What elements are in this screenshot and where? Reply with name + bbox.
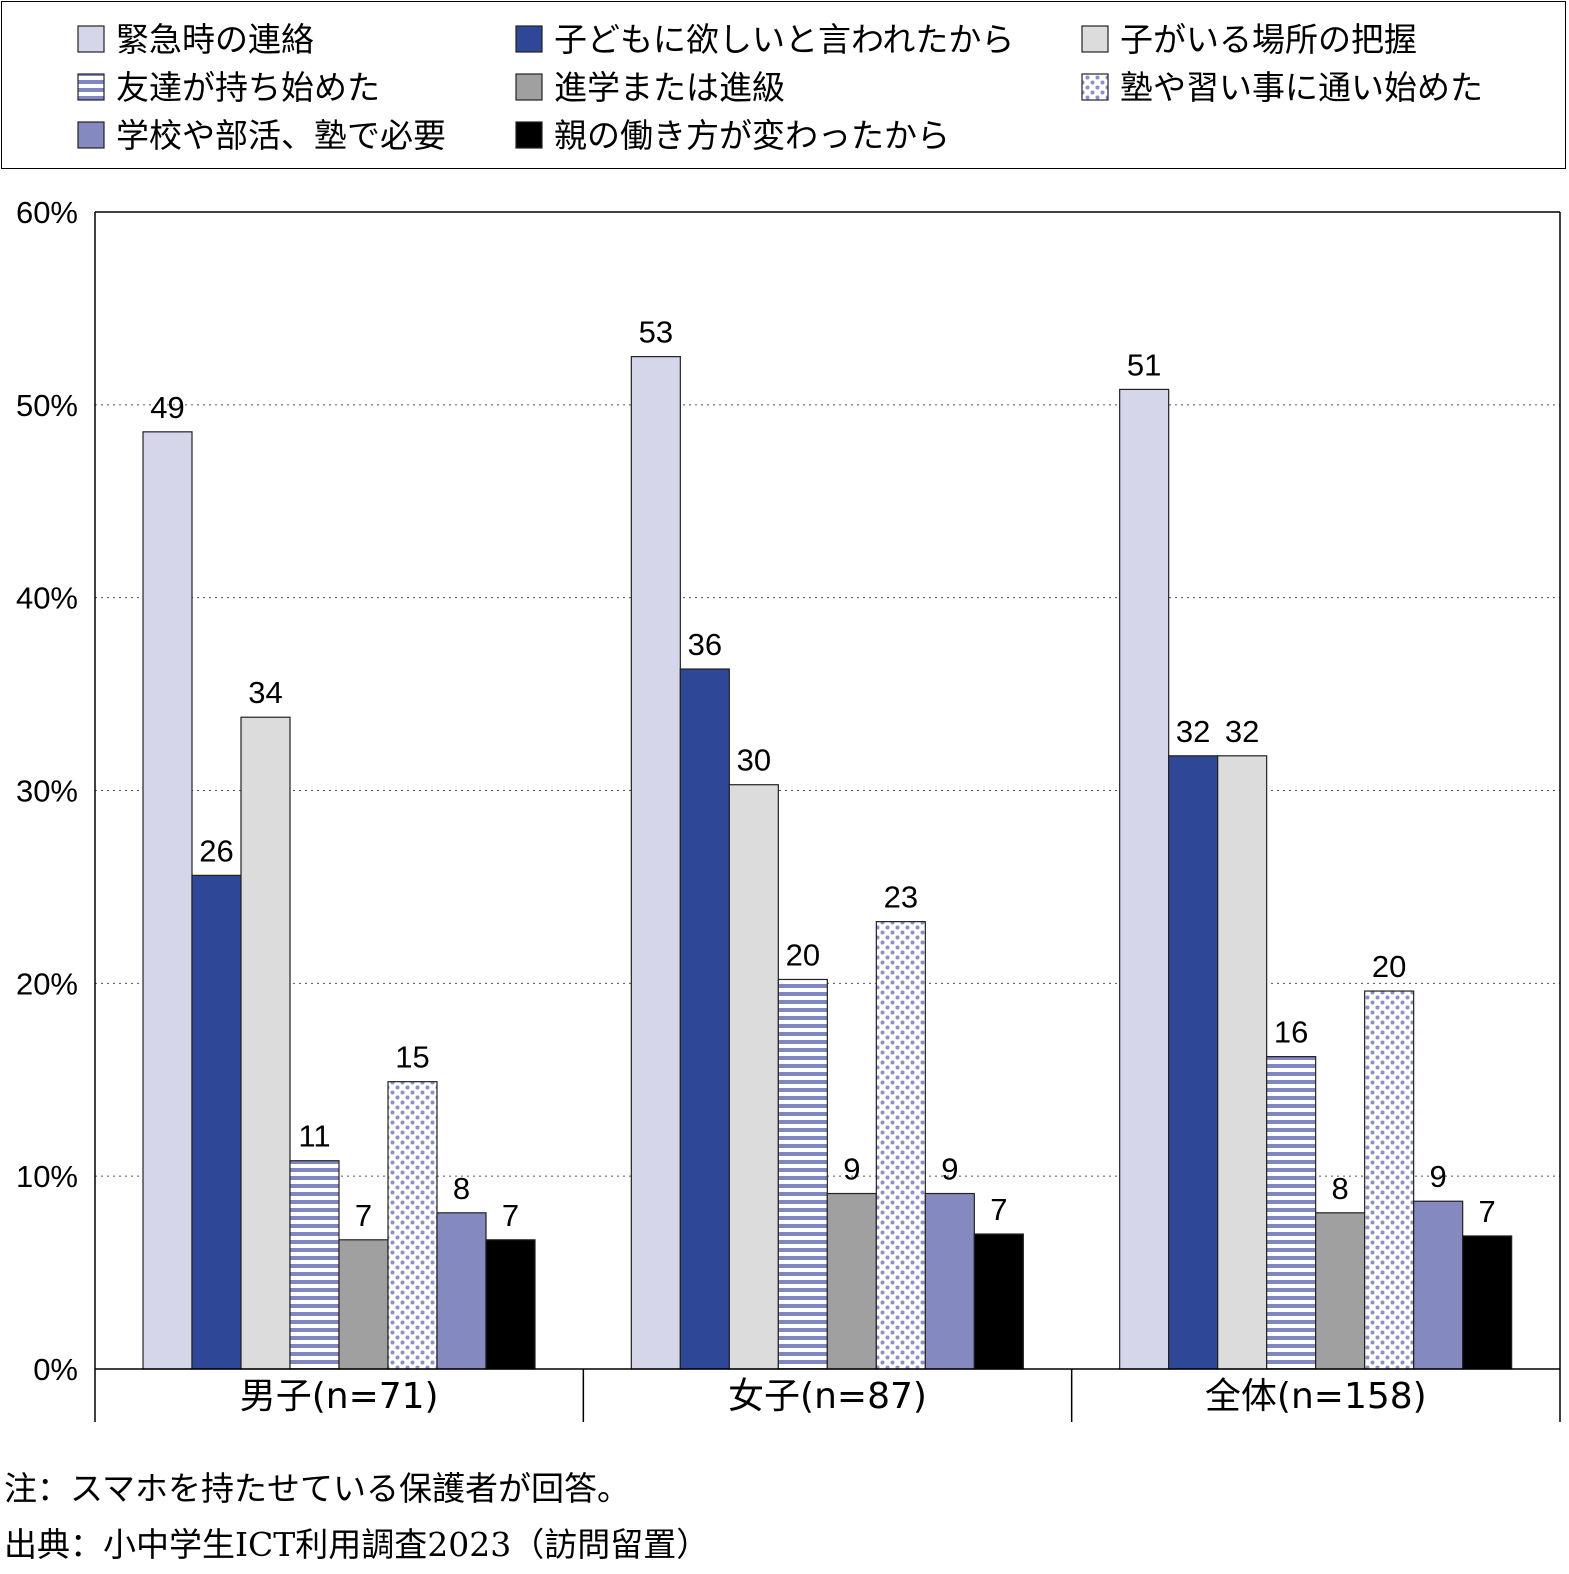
legend-swatch [515, 25, 543, 53]
data-label: 7 [990, 1192, 1007, 1227]
legend-box [1, 1, 1566, 169]
bar [485, 1239, 536, 1370]
bar [1315, 1212, 1366, 1370]
x-category-label: 女子(n=87) [728, 1376, 927, 1417]
bar [777, 978, 828, 1370]
bar [1266, 1056, 1317, 1370]
x-category-label: 男子(n=71) [240, 1376, 439, 1417]
bar [875, 921, 926, 1370]
legend-swatch [515, 121, 543, 149]
legend-swatch [77, 121, 105, 149]
bar [338, 1239, 389, 1370]
bar [630, 356, 681, 1370]
y-tick-label: 10% [16, 1159, 78, 1194]
legend-label: 親の働き方が変わったから [554, 116, 950, 155]
y-tick-label: 30% [16, 774, 78, 809]
bar [191, 874, 242, 1370]
bar [240, 716, 291, 1370]
axes: 0% 10% 20% 30% 40% 50% 60% 男子(n=71) 女子(n=87) 全体(n… [16, 195, 1561, 1422]
bar [973, 1233, 1024, 1370]
data-label: 32 [1225, 714, 1259, 749]
data-label: 7 [355, 1198, 372, 1233]
data-label: 34 [248, 675, 282, 710]
legend-label: 緊急時の連絡 [116, 20, 314, 59]
legend-label: 子がいる場所の把握 [1120, 20, 1417, 59]
y-tick-label: 20% [16, 966, 78, 1001]
bar [289, 1160, 340, 1370]
data-label: 32 [1176, 714, 1210, 749]
data-label: 20 [1372, 949, 1406, 984]
data-label: 51 [1127, 347, 1161, 382]
bar [1462, 1235, 1513, 1370]
legend-label: 塾や習い事に通い始めた [1120, 68, 1483, 107]
y-tick-label: 60% [16, 195, 78, 230]
legend-label: 子どもに欲しいと言われたから [554, 20, 1014, 59]
legend-swatch [515, 73, 543, 101]
data-label: 11 [298, 1119, 330, 1154]
legend-label: 進学または進級 [554, 68, 785, 107]
bars [142, 356, 1513, 1370]
bar [728, 784, 779, 1370]
data-label: 9 [941, 1152, 958, 1187]
y-tick-label: 50% [16, 388, 78, 423]
note-text: 注：スマホを持たせている保護者が回答。 [4, 1469, 631, 1508]
bar [436, 1212, 487, 1370]
x-category-label: 全体(n=158) [1205, 1376, 1427, 1417]
source-text: 出典：小中学生ICT利用調査2023（訪問留置） [4, 1525, 710, 1564]
data-label: 9 [843, 1152, 860, 1187]
data-label: 7 [502, 1198, 519, 1233]
data-label: 36 [688, 627, 722, 662]
data-label: 49 [150, 390, 184, 425]
data-label: 26 [199, 833, 233, 868]
bar [142, 431, 193, 1370]
data-label: 16 [1274, 1015, 1308, 1050]
legend-label: 学校や部活、塾で必要 [116, 116, 446, 155]
bar [924, 1192, 975, 1370]
legend-swatch [77, 25, 105, 53]
data-label: 8 [453, 1171, 470, 1206]
legend-label: 友達が持ち始めた [116, 68, 380, 107]
data-label: 23 [884, 880, 918, 915]
bar [1364, 990, 1415, 1370]
bar [679, 668, 730, 1370]
data-label: 20 [786, 937, 820, 972]
bar [1168, 755, 1219, 1370]
y-tick-label: 40% [16, 581, 78, 616]
bar [1119, 388, 1170, 1370]
bar [387, 1081, 438, 1370]
bar [1413, 1200, 1464, 1370]
legend-swatch [77, 73, 105, 101]
bar [826, 1192, 877, 1370]
data-label: 7 [1479, 1194, 1496, 1229]
data-label: 53 [639, 315, 673, 350]
y-tick-label: 0% [33, 1352, 78, 1387]
data-label: 15 [395, 1040, 429, 1075]
data-label: 30 [737, 743, 771, 778]
legend-swatch [1081, 25, 1109, 53]
data-label: 9 [1430, 1159, 1447, 1194]
data-label: 8 [1332, 1171, 1349, 1206]
bar [1217, 755, 1268, 1370]
legend-swatch [1081, 73, 1109, 101]
